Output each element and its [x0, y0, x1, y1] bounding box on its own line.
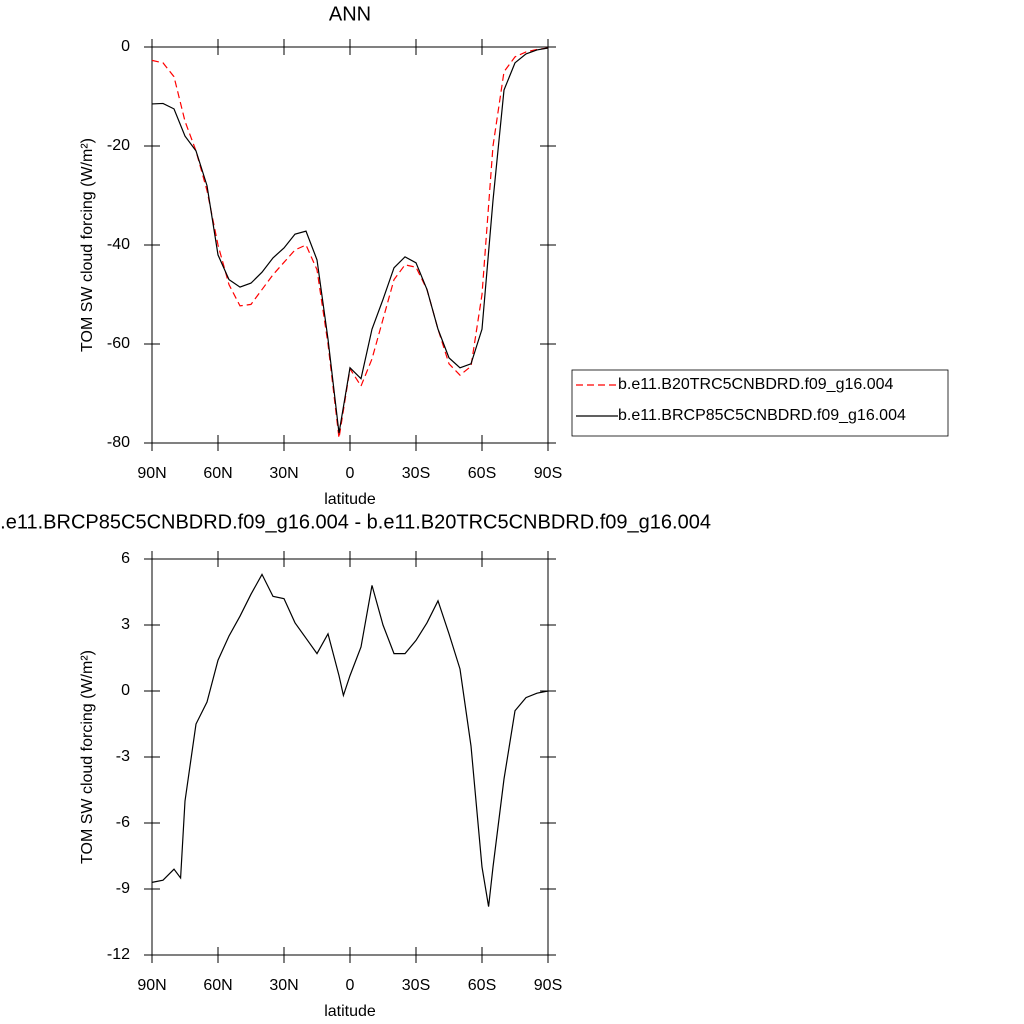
x-tick-label: 0	[346, 977, 355, 994]
x-tick-label: 30S	[402, 977, 430, 994]
x-tick-label: 0	[346, 465, 355, 482]
x-tick-label: 60N	[203, 465, 232, 482]
y-axis-label: TOM SW cloud forcing (W/m²)	[79, 138, 96, 352]
y-tick-label: -40	[107, 236, 130, 253]
legend-box	[571, 369, 949, 437]
y-tick-label: -80	[107, 434, 130, 451]
y-tick-label: -6	[116, 814, 130, 831]
x-tick-label: 30N	[269, 465, 298, 482]
x-tick-label: 90S	[534, 465, 562, 482]
legend-label: b.e11.B20TRC5CNBDRD.f09_g16.004	[618, 376, 894, 393]
y-tick-label: -60	[107, 335, 130, 352]
x-tick-label: 90N	[137, 465, 166, 482]
chart-title: b.e11.BRCP85C5CNBDRD.f09_g16.004 - b.e11…	[0, 511, 711, 533]
legend-label: b.e11.BRCP85C5CNBDRD.f09_g16.004	[618, 407, 906, 424]
y-tick-label: 6	[121, 550, 130, 567]
data-line	[151, 573, 549, 907]
y-tick-label: -20	[107, 137, 130, 154]
x-tick-label: 30S	[402, 465, 430, 482]
y-tick-label: 3	[121, 616, 130, 633]
x-tick-label: 90N	[137, 977, 166, 994]
x-tick-label: 90S	[534, 977, 562, 994]
y-tick-label: 0	[121, 682, 130, 699]
y-tick-label: -12	[107, 946, 130, 963]
plot-frame	[151, 558, 549, 956]
chart-title: ANN	[329, 3, 371, 25]
data-line	[151, 47, 549, 434]
y-tick-label: -3	[116, 748, 130, 765]
x-axis-label: latitude	[324, 491, 376, 508]
y-tick-label: 0	[121, 38, 130, 55]
x-axis-label: latitude	[324, 1003, 376, 1020]
x-tick-label: 60S	[468, 465, 496, 482]
y-tick-label: -9	[116, 880, 130, 897]
x-tick-label: 60S	[468, 977, 496, 994]
x-tick-label: 30N	[269, 977, 298, 994]
x-tick-label: 60N	[203, 977, 232, 994]
y-axis-label: TOM SW cloud forcing (W/m²)	[79, 650, 96, 864]
data-line	[151, 47, 549, 439]
